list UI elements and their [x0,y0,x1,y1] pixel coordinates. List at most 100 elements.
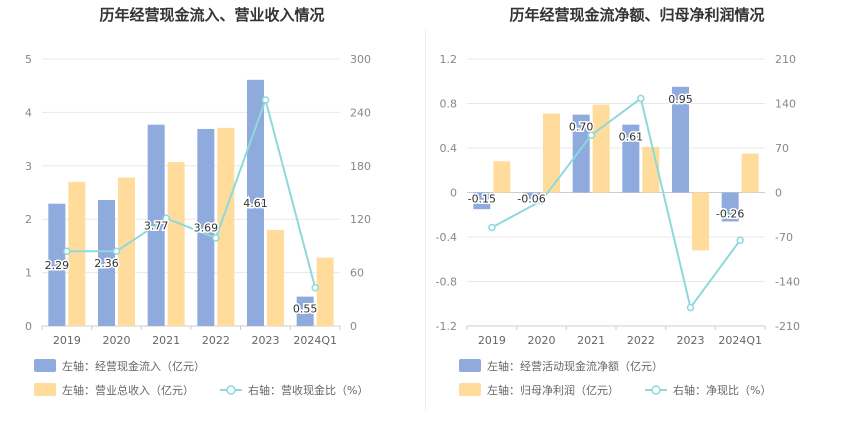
bar [741,153,759,193]
y-right-tick-label: 0 [350,320,357,333]
legend-swatch [459,359,481,372]
y-right-tick-label: -210 [775,320,800,333]
y-left-tick-label: 0.4 [440,142,458,155]
line-point [537,197,546,205]
bar [721,192,739,222]
y-right-tick-label: 140 [775,98,796,111]
data-label: 3.69 [194,221,219,234]
y-right-tick-label: 210 [775,53,796,66]
bar [692,192,709,251]
bar [543,113,560,193]
x-tick-label: 2024Q1 [718,334,762,347]
panel-divider [425,30,426,410]
left-chart-svg: 历年经营现金流入、营业收入情况 0 0 1 60 2 120 3 180 4 240 5 300 2019… [25,6,371,397]
y-right-tick-label: 180 [350,160,371,173]
y-left-tick-label: 2 [25,213,32,226]
bar [98,199,115,326]
y-left-tick-label: -1.2 [436,320,457,333]
bar [622,124,640,193]
right-chart-svg: 历年经营现金流净额、归母净利润情况 -1.2 -210 -0.8 -140 -0.4 -70… [436,6,800,397]
x-tick-label: 2023 [677,334,705,347]
data-label: 4.61 [243,197,268,210]
line-point [63,247,71,255]
legend-swatch [34,359,56,372]
legend-swatch [459,383,481,396]
chart-title: 历年经营现金流入、营业收入情况 [99,6,324,24]
x-tick-label: 2020 [528,334,556,347]
legend-label: 右轴：净现比（%） [673,383,771,397]
y-left-tick-label: 1.2 [440,53,458,66]
data-label: 0.95 [668,93,693,106]
x-tick-label: 2019 [478,334,506,347]
bar [523,192,540,200]
line-point [637,94,645,103]
data-label: -0.06 [517,193,545,206]
x-tick-label: 2023 [252,334,280,347]
line-point [212,234,220,242]
y-left-tick-label: 0 [450,187,457,200]
line-point [686,303,695,312]
line-point [261,96,270,104]
y-left-tick-label: 4 [25,106,32,119]
legend-label: 左轴：营业总收入（亿元） [62,383,194,397]
bar [118,177,135,326]
y-left-tick-label: -0.4 [436,231,457,244]
data-label: 2.29 [45,259,70,272]
bar [217,127,235,326]
legend-label: 右轴：营收现金比（%） [248,383,368,397]
data-label: 2.36 [94,257,119,270]
y-right-tick-label: -70 [775,231,793,244]
y-left-tick-label: 5 [25,53,32,66]
line-point [162,214,170,223]
x-tick-label: 2020 [103,334,131,347]
bar [48,203,66,326]
y-left-tick-label: 0.8 [440,98,458,111]
left-chart-panel: 历年经营现金流入、营业收入情况 0 0 1 60 2 120 3 180 4 240 5 300 2019… [0,0,425,437]
right-chart-panel: 历年经营现金流净额、归母净利润情况 -1.2 -210 -0.8 -140 -0.4 -70… [425,0,850,437]
y-right-tick-label: 300 [350,53,371,66]
y-right-tick-label: 60 [350,267,364,280]
bar [167,162,185,326]
bar [493,161,511,193]
data-label: -0.26 [716,207,744,220]
data-label: -0.15 [468,193,496,206]
y-left-tick-label: 1 [25,267,32,280]
data-label: 0.70 [569,121,594,134]
bar [592,104,610,193]
data-label: 3.77 [144,219,169,232]
bar [296,296,314,326]
line-point [736,236,744,244]
x-tick-label: 2022 [627,334,655,347]
x-tick-label: 2021 [577,334,605,347]
y-left-tick-label: 0 [25,320,32,333]
bar [197,128,215,326]
bar [316,257,334,326]
y-left-tick-label: 3 [25,160,32,173]
bar [473,192,491,210]
line-point [311,283,319,292]
bar [267,229,284,326]
legend-label: 左轴：归母净利润（亿元） [487,383,619,397]
legend-label: 左轴：经营活动现金流净额（亿元） [487,359,663,373]
legend-marker [226,385,236,395]
x-tick-label: 2021 [152,334,180,347]
line-point [488,223,496,232]
x-tick-label: 2024Q1 [293,334,337,347]
data-label: 0.55 [293,303,318,316]
legend-marker [651,385,661,395]
bar [672,86,689,193]
bar [68,181,86,326]
data-label: 0.61 [619,131,644,144]
line-point [587,131,595,140]
x-tick-label: 2019 [53,334,81,347]
y-right-tick-label: 120 [350,213,371,226]
y-right-tick-label: 0 [775,187,782,200]
legend-label: 左轴：经营现金流入（亿元） [62,359,205,373]
y-left-tick-label: -0.8 [436,276,457,289]
series-line [491,96,741,310]
legend-swatch [34,383,56,396]
x-tick-label: 2022 [202,334,230,347]
chart-title: 历年经营现金流净额、归母净利润情况 [509,6,764,24]
y-right-tick-label: -140 [775,276,800,289]
